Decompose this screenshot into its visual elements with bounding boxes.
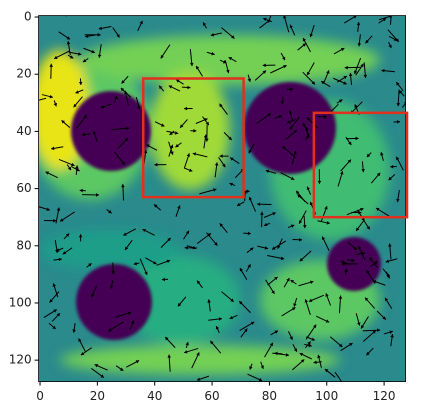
x-tick-label: 60: [204, 389, 219, 403]
arrow-head: [342, 383, 345, 386]
x-tick-label: 120: [373, 389, 396, 403]
x-tick-label: 40: [147, 389, 162, 403]
x-tick-label: 100: [315, 389, 338, 403]
x-tick-label: 0: [36, 389, 44, 403]
y-tick-label: 120: [9, 353, 32, 367]
arrow-head: [34, 64, 37, 67]
arrow-head: [271, 9, 274, 12]
x-tick-label: 80: [262, 389, 277, 403]
x-tick-label: 20: [90, 389, 105, 403]
arrow-head: [29, 100, 32, 103]
y-tick-label: 40: [16, 124, 31, 138]
y-tick-label: 20: [16, 67, 31, 81]
y-tick-label: 0: [24, 10, 32, 24]
y-tick-label: 100: [9, 295, 32, 309]
arrow-head: [389, 12, 393, 15]
arrow-shaft: [32, 284, 39, 289]
arrow-head: [32, 285, 35, 288]
arrow-head: [60, 10, 63, 13]
y-tick-label: 60: [16, 181, 31, 195]
y-tick-label: 80: [16, 238, 31, 252]
